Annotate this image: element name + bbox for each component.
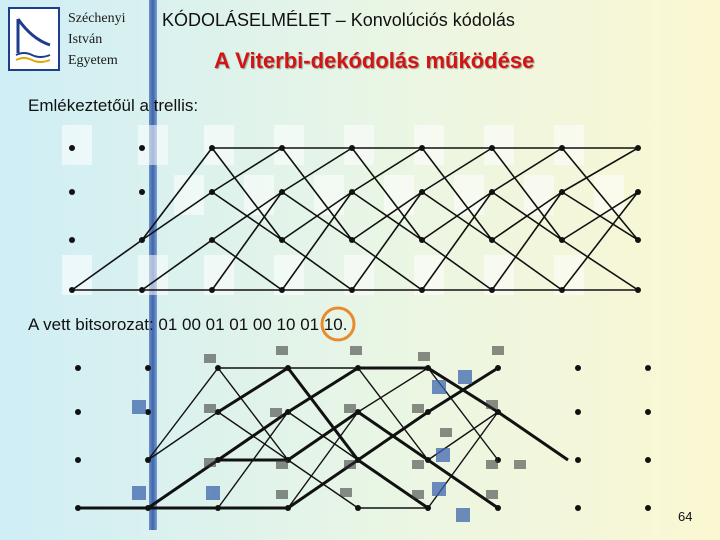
- university-line-1: Széchenyi: [68, 11, 126, 26]
- intro-text: Emlékeztetőül a trellis:: [28, 96, 199, 115]
- trellis-nodes: [69, 145, 641, 293]
- slide-title: KÓDOLÁSELMÉLET – Konvolúciós kódolás: [162, 10, 515, 30]
- slide-subtitle: A Viterbi-dekódolás működése: [214, 48, 535, 73]
- small-logo-icons: [132, 370, 472, 522]
- university-line-3: Egyetem: [68, 53, 118, 68]
- university-name: Széchenyi István Egyetem: [68, 8, 126, 71]
- decoding-branches: [78, 366, 569, 510]
- trellis-branches: [71, 147, 639, 291]
- university-line-2: István: [68, 32, 103, 47]
- decoding-nodes: [75, 365, 651, 511]
- university-logo-icon: [8, 7, 60, 71]
- received-bits-text: A vett bitsorozat: 01 00 01 01 00 10 01 …: [28, 315, 348, 334]
- page-number: 64: [678, 509, 693, 524]
- branch-metric-labels: [204, 346, 526, 499]
